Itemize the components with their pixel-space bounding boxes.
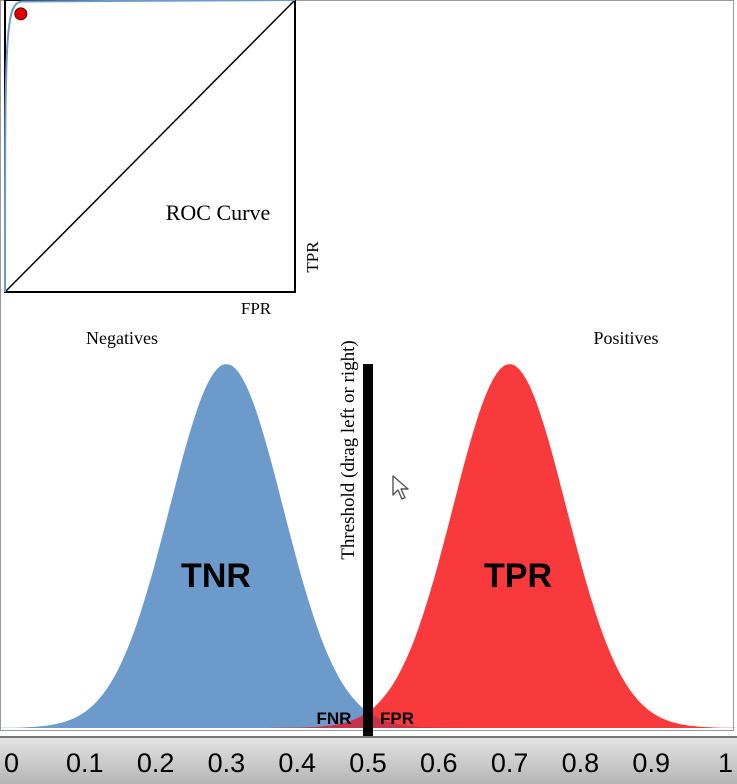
x-axis: 0 0.1 0.2 0.3 0.4 0.5 0.6 0.7 0.8 0.9 1 bbox=[0, 736, 737, 784]
positives-area bbox=[0, 364, 737, 728]
roc-operating-point bbox=[14, 7, 28, 21]
roc-inset: ROC Curve FPR TPR bbox=[4, 0, 322, 318]
mouse-pointer-icon bbox=[392, 475, 409, 500]
roc-ylabel: TPR bbox=[303, 241, 322, 273]
threshold-label: Threshold (drag left or right) bbox=[338, 340, 359, 559]
x-tick-label: 0.7 bbox=[491, 748, 529, 778]
roc-curve bbox=[4, 0, 296, 293]
x-tick-label: 0.1 bbox=[66, 748, 104, 778]
x-tick-label: 0.4 bbox=[278, 748, 316, 778]
x-tick-label: 0.6 bbox=[420, 748, 458, 778]
x-axis-bar bbox=[0, 736, 737, 784]
negatives-area bbox=[0, 364, 737, 728]
x-tick-label: 1 bbox=[718, 748, 733, 778]
negatives-label: Negatives bbox=[86, 328, 158, 348]
x-tick-label: 0 bbox=[4, 748, 19, 778]
x-tick-label: 0.3 bbox=[208, 748, 246, 778]
x-tick-label: 0.5 bbox=[349, 748, 387, 778]
roc-title: ROC Curve bbox=[166, 200, 271, 225]
roc-xlabel: FPR bbox=[241, 299, 272, 318]
fpr-label: FPR bbox=[380, 709, 414, 728]
roc-diagonal bbox=[4, 0, 296, 293]
threshold-handle[interactable] bbox=[363, 364, 373, 736]
x-tick-label: 0.8 bbox=[562, 748, 600, 778]
x-tick-label: 0.9 bbox=[632, 748, 670, 778]
tnr-label: TNR bbox=[181, 557, 251, 595]
fnr-label: FNR bbox=[317, 709, 352, 728]
x-tick-label: 0.2 bbox=[137, 748, 175, 778]
tpr-label: TPR bbox=[484, 557, 552, 595]
positives-label: Positives bbox=[593, 328, 658, 348]
